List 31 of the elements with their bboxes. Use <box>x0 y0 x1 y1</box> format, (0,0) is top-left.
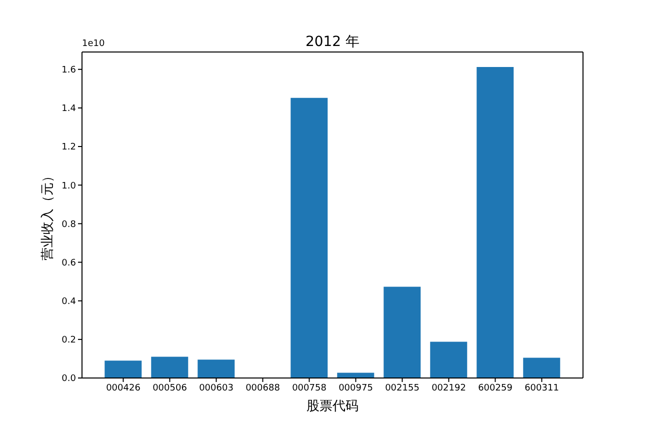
x-tick-label: 000758 <box>292 383 327 394</box>
chart-title: 2012 年 <box>305 34 360 50</box>
x-tick-label: 002155 <box>385 383 420 394</box>
bar <box>523 358 560 378</box>
y-tick-label: 0.0 <box>62 374 76 384</box>
bar <box>104 360 142 378</box>
bar <box>151 356 188 378</box>
x-tick-label: 600259 <box>478 383 513 394</box>
bar <box>198 360 235 378</box>
y-tick-label: 1.2 <box>62 142 76 153</box>
text: 1e10 <box>82 39 105 50</box>
y-tick-label: 1.4 <box>62 104 76 114</box>
y-tick-label: 0.4 <box>62 297 76 308</box>
x-tick-label: 000506 <box>152 383 188 394</box>
x-tick-label: 600311 <box>524 383 559 394</box>
x-axis-title: 股票代码 <box>306 399 358 414</box>
bar <box>430 342 468 378</box>
x-tick-label: 000426 <box>106 383 141 394</box>
y-tick-label: 0.2 <box>62 336 76 346</box>
x-tick-label: 000603 <box>199 383 234 394</box>
y-tick-label: 0.8 <box>62 220 76 230</box>
bar <box>290 98 328 378</box>
bar <box>476 67 514 378</box>
y-tick-label: 0.6 <box>62 258 76 268</box>
bar <box>384 286 421 378</box>
x-tick-label: 000688 <box>246 383 280 394</box>
y-tick-label: 1.6 <box>62 66 76 76</box>
y-tick-label: 1.0 <box>62 181 76 192</box>
y-axis-title: 营业收入（元） <box>40 170 56 260</box>
x-tick-label: 000975 <box>338 383 373 394</box>
x-tick-label: 002192 <box>432 383 466 394</box>
